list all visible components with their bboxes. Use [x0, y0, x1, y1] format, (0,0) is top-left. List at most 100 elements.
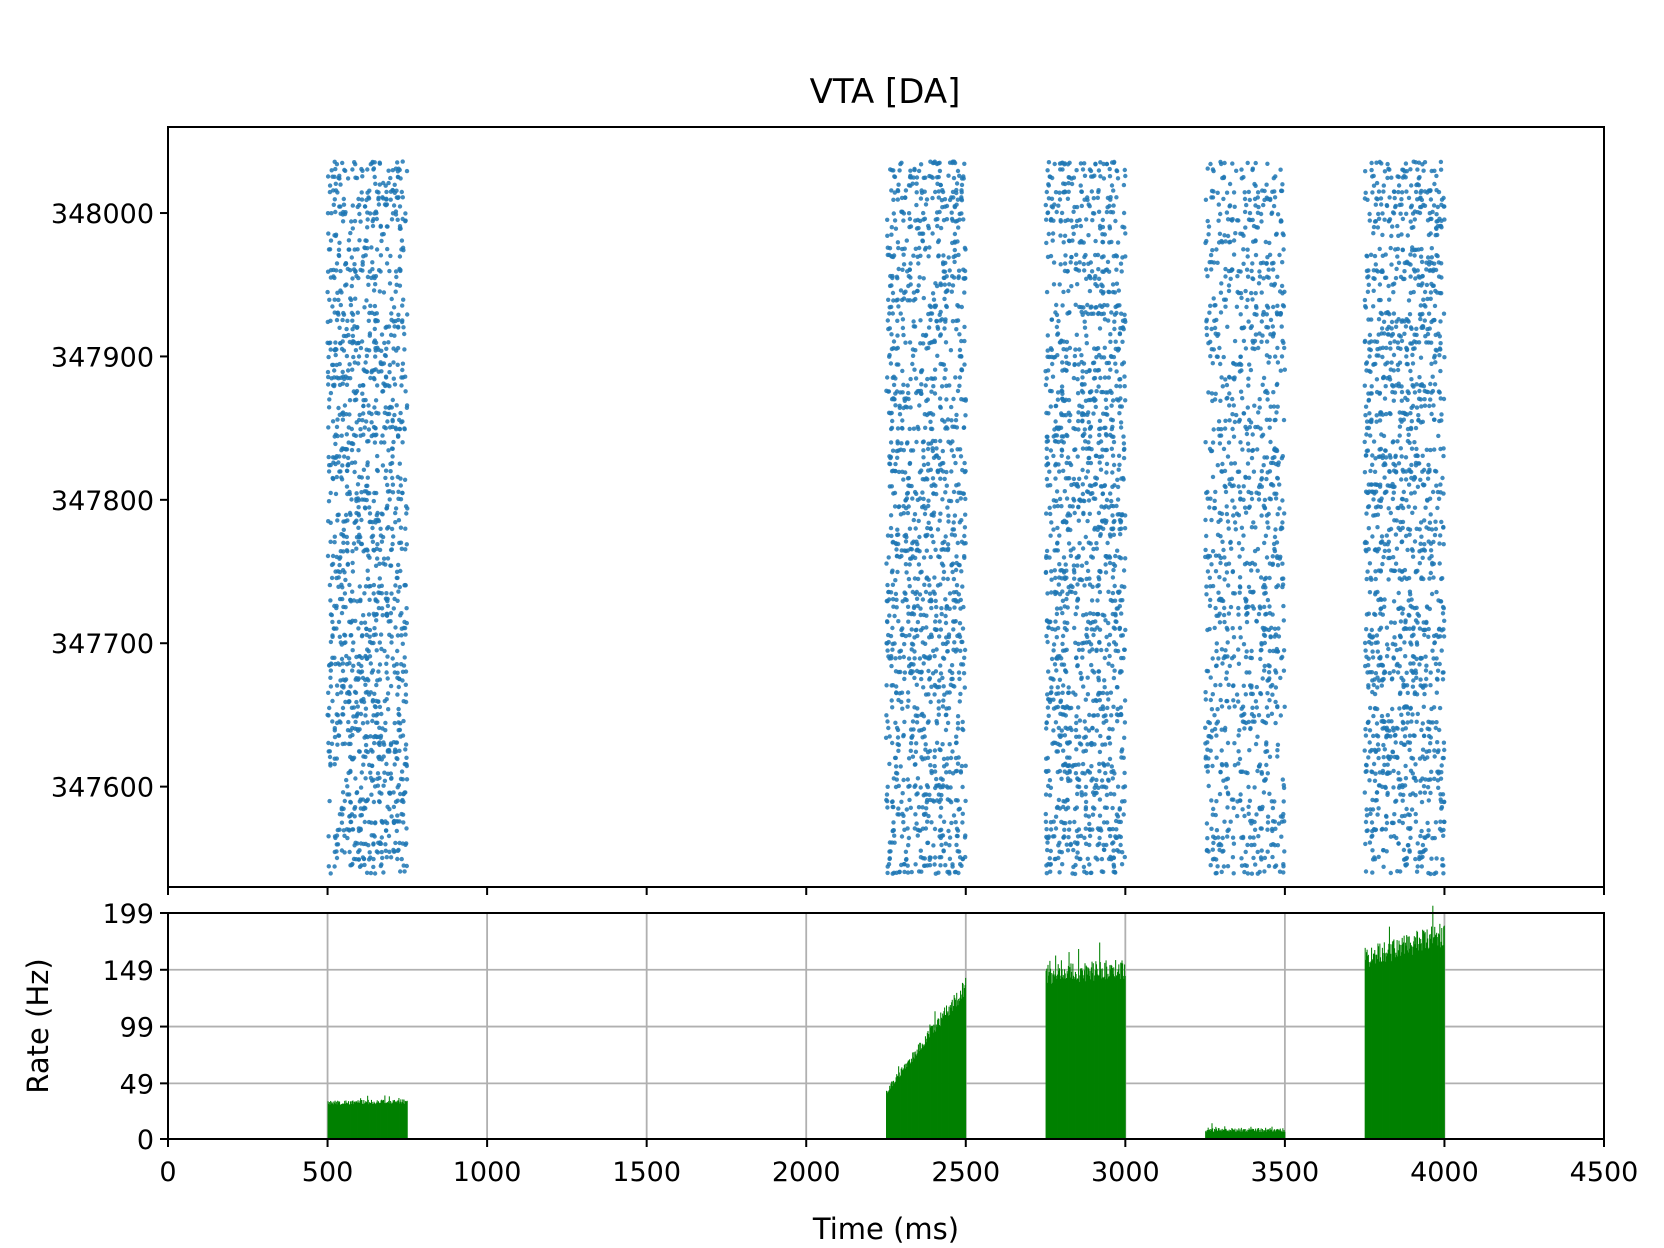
spike-point	[1053, 310, 1058, 315]
spike-point	[404, 777, 410, 782]
spike-point	[1225, 864, 1231, 869]
spike-point	[339, 820, 345, 825]
spike-point	[363, 754, 368, 760]
spike-point	[377, 704, 383, 710]
spike-point	[1265, 597, 1271, 603]
spike-point	[1224, 763, 1229, 768]
spike-point	[944, 383, 949, 388]
spike-point	[367, 627, 373, 633]
spike-point	[374, 648, 379, 653]
spike-point	[1249, 525, 1255, 530]
spike-point	[1057, 592, 1063, 597]
spike-point	[332, 297, 337, 302]
spike-point	[1110, 575, 1116, 580]
spike-point	[909, 661, 914, 667]
spike-point	[918, 785, 923, 790]
spike-point	[1082, 771, 1087, 776]
spike-point	[1079, 563, 1085, 568]
spike-point	[376, 268, 382, 273]
spike-point	[1066, 189, 1071, 194]
spike-point	[365, 475, 370, 480]
spike-point	[894, 597, 899, 602]
spike-point	[1065, 455, 1071, 460]
spike-point	[1274, 646, 1280, 652]
spike-point	[1264, 742, 1269, 747]
spike-point	[1114, 812, 1120, 817]
spike-point	[1070, 504, 1075, 509]
spike-point	[1214, 648, 1219, 654]
spike-point	[948, 755, 954, 761]
spike-point	[901, 777, 906, 783]
spike-point	[384, 661, 389, 666]
spike-point	[330, 719, 335, 724]
spike-point	[339, 346, 345, 352]
spike-point	[362, 862, 367, 868]
spike-point	[1080, 375, 1085, 380]
spike-point	[369, 763, 375, 769]
spike-point	[1204, 584, 1209, 589]
spike-point	[885, 533, 891, 538]
spike-point	[932, 160, 937, 165]
spike-point	[399, 798, 405, 804]
spike-point	[895, 439, 900, 444]
spike-point	[934, 175, 940, 180]
spike-point	[374, 311, 379, 316]
spike-point	[1225, 454, 1231, 459]
spike-point	[371, 713, 376, 718]
spike-point	[337, 204, 342, 209]
spike-point	[942, 419, 947, 424]
spike-point	[332, 347, 337, 353]
spike-point	[957, 211, 962, 217]
spike-point	[1097, 813, 1103, 818]
spike-point	[1247, 670, 1252, 675]
spike-point	[934, 718, 939, 724]
spike-point	[1227, 375, 1232, 380]
spike-point	[1066, 685, 1071, 690]
spike-point	[385, 419, 390, 424]
spike-point	[949, 289, 954, 294]
spike-point	[1281, 417, 1287, 423]
spike-point	[1076, 705, 1081, 710]
spike-point	[895, 742, 900, 747]
spike-point	[395, 474, 400, 480]
spike-point	[944, 274, 949, 279]
spike-point	[1062, 261, 1068, 266]
spike-point	[373, 425, 378, 431]
spike-point	[1208, 748, 1213, 753]
spike-point	[338, 678, 343, 683]
spike-point	[375, 771, 381, 776]
spike-point	[922, 582, 927, 587]
spike-point	[1122, 317, 1128, 323]
spike-point	[1208, 496, 1213, 501]
spike-point	[366, 819, 372, 825]
spike-point	[926, 345, 931, 351]
spike-point	[915, 713, 920, 719]
spike-point	[921, 685, 926, 690]
spike-point	[1271, 648, 1276, 654]
spike-point	[924, 398, 929, 404]
spike-point	[1211, 840, 1216, 846]
spike-point	[919, 869, 924, 874]
spike-point	[400, 440, 405, 445]
spike-point	[1224, 625, 1230, 631]
spike-point	[1057, 677, 1063, 682]
spike-point	[1089, 389, 1094, 394]
spike-point	[917, 534, 922, 540]
spike-point	[887, 484, 892, 489]
spike-point	[1083, 398, 1089, 403]
spike-point	[1272, 634, 1277, 639]
spike-point	[1119, 311, 1124, 316]
spike-point	[1231, 683, 1236, 688]
spike-point	[350, 549, 355, 554]
spike-point	[1047, 778, 1053, 783]
spike-point	[1231, 361, 1237, 366]
spike-point	[385, 676, 390, 681]
spike-point	[353, 719, 358, 725]
spike-point	[356, 505, 361, 510]
spike-point	[357, 799, 362, 804]
spike-point	[1049, 577, 1054, 582]
spike-point	[1256, 713, 1262, 718]
spike-point	[949, 469, 954, 474]
spike-point	[1108, 332, 1113, 337]
spike-point	[1220, 539, 1225, 544]
